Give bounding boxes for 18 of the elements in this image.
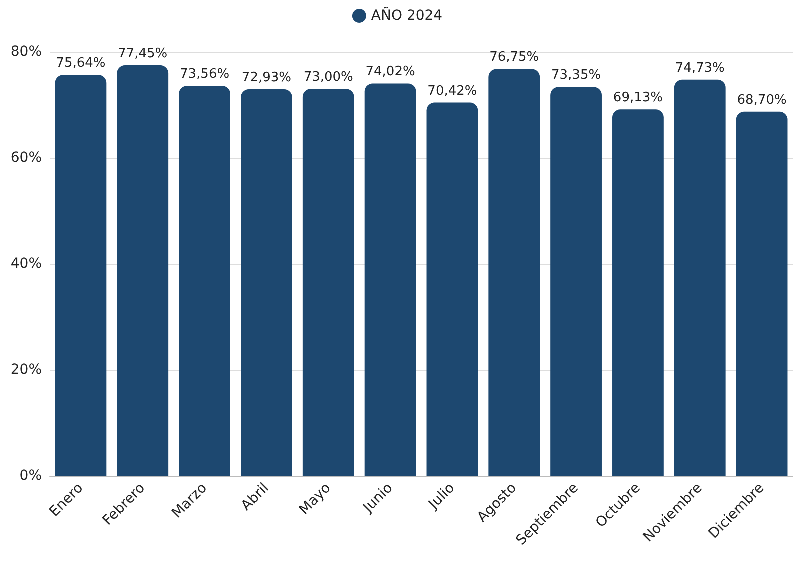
data-label: 73,00% [304, 70, 354, 86]
data-label: 77,45% [118, 46, 168, 62]
legend-label: AÑO 2024 [371, 7, 443, 24]
data-label: 75,64% [56, 56, 106, 72]
data-label: 74,73% [675, 60, 725, 76]
data-label: 76,75% [490, 50, 540, 66]
y-tick-label: 60% [10, 150, 42, 166]
y-tick-label: 80% [10, 44, 42, 60]
y-tick-label: 20% [10, 362, 42, 378]
data-label: 69,13% [613, 90, 663, 106]
data-label: 73,56% [180, 67, 230, 82]
data-label: 68,70% [737, 92, 787, 108]
data-label: 70,42% [428, 84, 478, 99]
y-tick-label: 0% [20, 468, 42, 484]
data-label: 73,35% [552, 68, 602, 84]
y-tick-label: 40% [10, 256, 42, 272]
data-label: 74,02% [366, 64, 416, 80]
data-label: 72,93% [242, 70, 292, 86]
